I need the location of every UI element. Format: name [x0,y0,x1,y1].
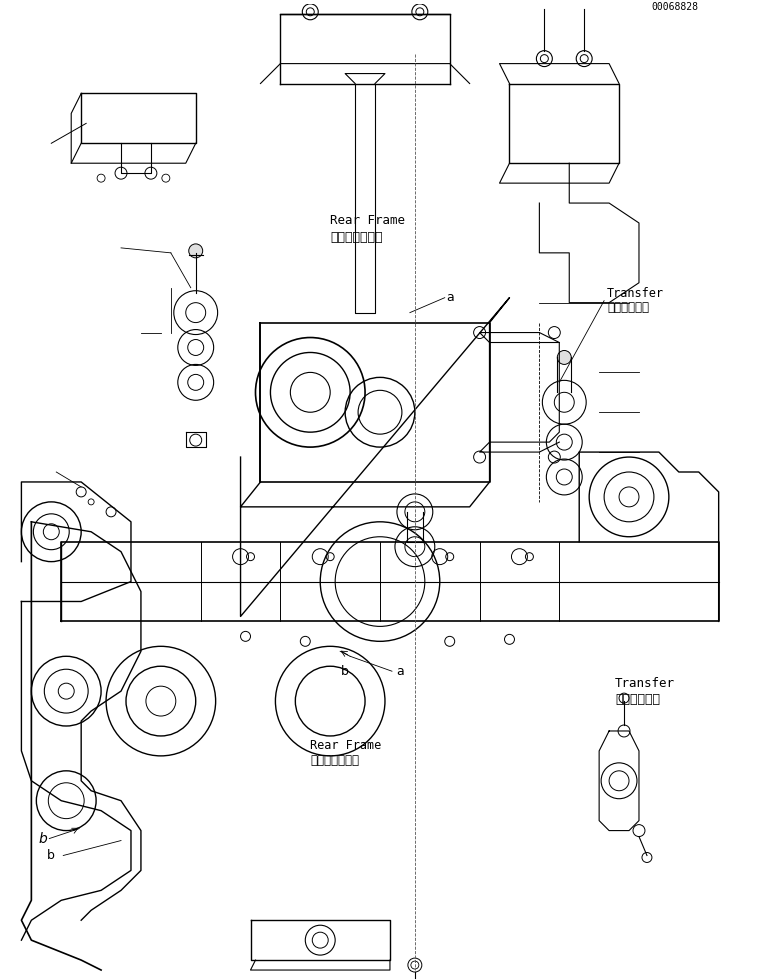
Text: トランスファ: トランスファ [615,693,660,706]
Text: リヤーフレーム: リヤーフレーム [330,231,383,244]
Circle shape [189,244,203,258]
Text: Rear Frame: Rear Frame [310,740,382,753]
Text: a: a [396,664,404,678]
Text: Transfer: Transfer [607,287,664,300]
Text: b: b [342,664,349,678]
Text: Rear Frame: Rear Frame [330,215,405,227]
Text: b: b [39,832,48,846]
Text: 00068828: 00068828 [652,2,699,12]
Text: トランスファ: トランスファ [607,301,649,315]
Text: リヤーフレーム: リヤーフレーム [310,755,359,767]
Text: b: b [47,849,55,862]
Text: Transfer: Transfer [615,676,675,690]
Text: a: a [446,291,454,304]
Circle shape [557,351,572,365]
